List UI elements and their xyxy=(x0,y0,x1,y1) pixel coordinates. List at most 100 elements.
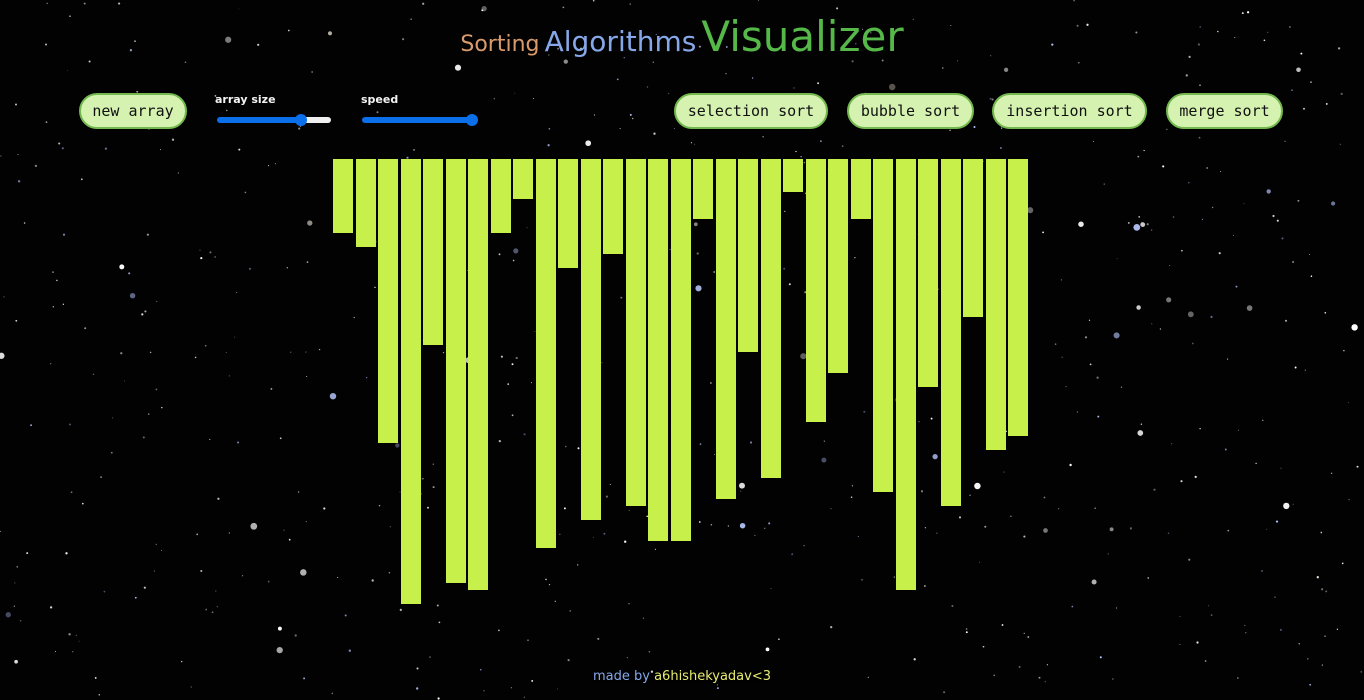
star xyxy=(1096,376,1099,379)
star xyxy=(751,77,754,79)
star xyxy=(950,25,952,26)
star xyxy=(1023,535,1026,538)
star xyxy=(548,583,551,586)
star xyxy=(534,331,536,333)
star xyxy=(1112,678,1114,680)
star xyxy=(420,493,422,495)
star xyxy=(52,306,54,308)
star xyxy=(436,604,439,607)
star xyxy=(83,2,86,5)
star xyxy=(98,694,101,696)
speed-slider-thumb[interactable] xyxy=(466,114,478,126)
star xyxy=(579,47,583,50)
array-size-slider[interactable] xyxy=(217,114,331,126)
star xyxy=(628,509,630,511)
insertion-sort-button[interactable]: insertion sort xyxy=(992,93,1147,129)
star xyxy=(1071,605,1074,608)
merge-sort-button[interactable]: merge sort xyxy=(1166,93,1283,129)
star xyxy=(1140,423,1143,426)
star xyxy=(155,388,158,391)
star xyxy=(616,78,619,81)
new-array-button[interactable]: new array xyxy=(79,93,187,129)
star xyxy=(526,227,528,229)
star xyxy=(1171,443,1173,445)
star xyxy=(1227,358,1229,360)
selection-sort-button[interactable]: selection sort xyxy=(674,93,828,129)
star xyxy=(1137,155,1140,158)
star xyxy=(1297,199,1300,202)
star xyxy=(225,109,228,112)
speed-slider[interactable] xyxy=(362,114,478,126)
star xyxy=(1284,319,1288,322)
star xyxy=(628,603,630,605)
star xyxy=(161,406,163,409)
star xyxy=(199,249,201,251)
star xyxy=(376,111,379,114)
star xyxy=(498,439,501,443)
bubble-sort-button[interactable]: bubble sort xyxy=(847,93,974,129)
star xyxy=(1129,527,1133,530)
footer-author-link[interactable]: a6hishekyadav<3 xyxy=(654,669,771,684)
star xyxy=(1051,43,1054,46)
star xyxy=(1180,480,1183,483)
star xyxy=(307,220,313,226)
array-bar xyxy=(355,159,376,247)
speed-label: speed xyxy=(361,93,399,106)
star xyxy=(1356,465,1359,468)
star xyxy=(1245,631,1247,634)
star xyxy=(1147,577,1149,579)
star xyxy=(1280,467,1282,469)
array-bar xyxy=(603,159,623,254)
array-size-slider-thumb[interactable] xyxy=(295,114,307,126)
star xyxy=(1001,624,1004,626)
array-bar xyxy=(445,159,466,583)
star xyxy=(15,319,18,322)
star xyxy=(803,545,805,547)
star xyxy=(344,614,347,617)
star xyxy=(171,138,175,141)
star xyxy=(1069,463,1072,467)
star xyxy=(422,478,424,480)
star xyxy=(214,95,217,97)
array-bar xyxy=(490,159,511,233)
star xyxy=(155,543,157,546)
star xyxy=(668,92,670,95)
star xyxy=(930,417,933,420)
star xyxy=(1275,520,1279,523)
star xyxy=(619,127,621,130)
star xyxy=(631,117,634,120)
star xyxy=(311,71,313,73)
star xyxy=(1097,415,1100,418)
star xyxy=(454,64,462,71)
star xyxy=(739,522,746,529)
star xyxy=(257,43,260,46)
star xyxy=(1094,507,1096,509)
star xyxy=(990,55,992,57)
array-bar xyxy=(378,159,398,443)
star xyxy=(30,424,32,427)
star xyxy=(194,356,197,359)
star xyxy=(498,629,500,632)
star xyxy=(44,43,48,46)
star xyxy=(228,375,230,377)
star xyxy=(1054,343,1057,345)
star xyxy=(1166,297,1172,303)
star xyxy=(378,504,381,507)
star xyxy=(557,688,559,690)
star xyxy=(1073,0,1075,2)
star xyxy=(14,103,18,106)
star xyxy=(1266,528,1268,530)
star xyxy=(294,634,297,637)
star xyxy=(1185,74,1188,77)
star xyxy=(648,650,651,653)
star xyxy=(531,679,534,682)
star xyxy=(402,38,405,41)
star xyxy=(483,690,485,692)
star xyxy=(867,676,869,678)
star xyxy=(1340,92,1343,96)
star xyxy=(523,696,526,698)
star xyxy=(306,261,309,263)
star xyxy=(110,451,113,454)
star xyxy=(851,485,853,487)
star xyxy=(1198,136,1201,139)
